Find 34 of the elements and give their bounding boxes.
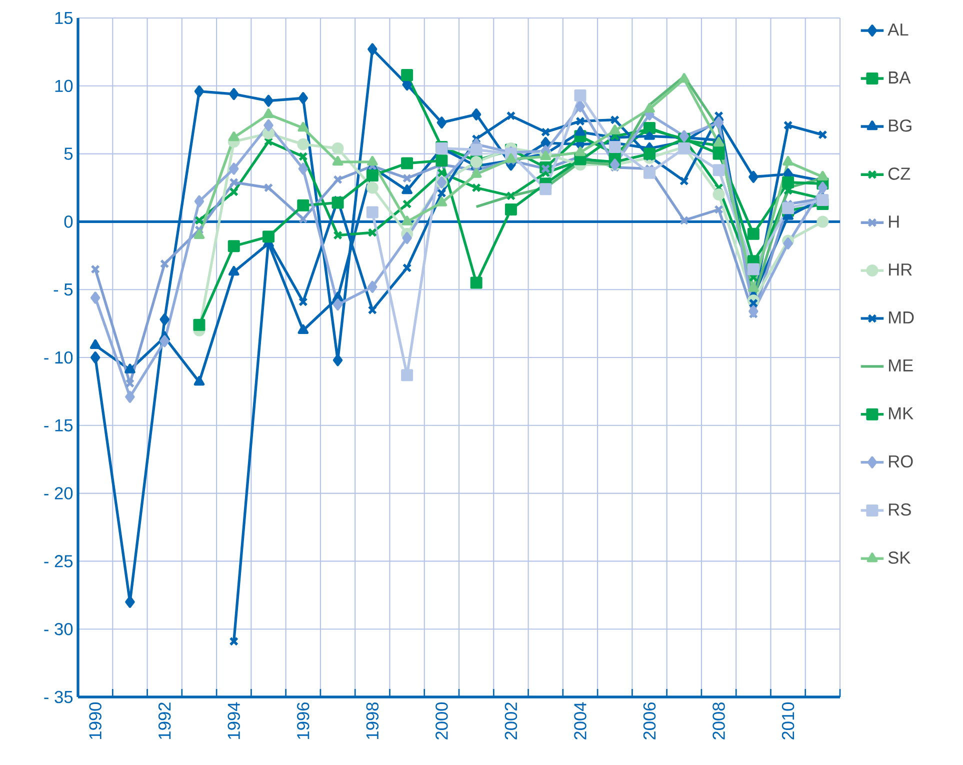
- legend-label: H: [889, 216, 899, 228]
- y-tick-label: 10: [55, 80, 73, 92]
- y-tick-label: - 10: [44, 351, 73, 364]
- y-tick-label: - 20: [44, 487, 73, 500]
- y-tick-label: - 15: [44, 419, 73, 432]
- y-tick-label: - 30: [44, 622, 73, 636]
- x-tick-label: 1992: [158, 702, 171, 739]
- y-tick-label: - 5: [54, 284, 73, 296]
- x-tick-label: 2004: [574, 702, 586, 740]
- y-tick-label: - 35: [44, 690, 73, 704]
- legend-label: AL: [888, 24, 908, 36]
- legend-label: CZ: [888, 168, 910, 180]
- x-tick-label: 1996: [297, 702, 310, 739]
- x-tick-label: 2008: [712, 702, 725, 740]
- x-tick-label: 2010: [782, 702, 794, 740]
- legend-label: HR: [889, 264, 912, 276]
- legend-label: SK: [888, 551, 911, 564]
- x-tick-label: 2006: [643, 702, 656, 740]
- legend-label: MK: [889, 407, 914, 420]
- legend-label: RS: [889, 503, 911, 516]
- y-tick-label: 15: [55, 12, 73, 24]
- x-tick-label: 2002: [504, 702, 518, 740]
- x-tick-label: 1994: [228, 702, 240, 739]
- y-tick-label: 5: [64, 148, 73, 160]
- x-tick-label: 1990: [89, 702, 102, 739]
- y-tick-label: 0: [64, 216, 73, 228]
- legend-label: RO: [889, 455, 913, 468]
- y-tick-label: - 25: [44, 555, 73, 568]
- legend-label: ME: [889, 359, 913, 372]
- legend-label: MD: [889, 312, 914, 324]
- x-tick-label: 1998: [366, 702, 379, 739]
- legend-label: BG: [889, 119, 912, 132]
- x-tick-label: 2000: [436, 702, 448, 740]
- legend-label: BA: [889, 72, 911, 84]
